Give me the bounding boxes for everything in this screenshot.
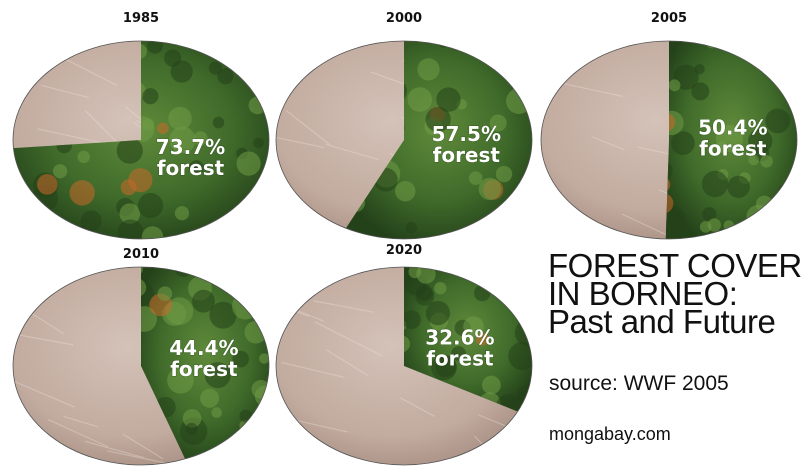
pie-2010: 2010 44.4%forest (12, 247, 270, 466)
pie-2020: 2020 32.6%forest (275, 243, 533, 466)
pct-label-1985: 73.7% (156, 135, 225, 159)
site-credit: mongabay.com (549, 424, 671, 444)
year-label-2020: 2020 (386, 243, 422, 258)
forest-word-2020: forest (426, 347, 494, 371)
pct-label-2010: 44.4% (169, 336, 238, 360)
pie-2000: 2000 57.5%forest (275, 11, 533, 240)
title-line-1: FOREST COVER (548, 247, 802, 284)
forest-word-2005: forest (699, 136, 767, 160)
year-label-1985: 1985 (123, 11, 159, 26)
forest-word-2000: forest (433, 143, 501, 167)
pie-1985: 1985 73.7%forest (12, 11, 270, 240)
pie-2005: 2005 50.4%forest (540, 11, 798, 240)
forest-word-2010: forest (170, 357, 238, 381)
year-label-2000: 2000 (386, 11, 422, 26)
pct-label-2005: 50.4% (698, 115, 767, 139)
title-line-3: Past and Future (548, 303, 776, 340)
forest-word-1985: forest (157, 156, 225, 180)
year-label-2010: 2010 (123, 247, 159, 262)
source-note: source: WWF 2005 (549, 372, 729, 395)
pct-label-2000: 57.5% (432, 122, 501, 146)
chart-title: FOREST COVER IN BORNEO: Past and Future (548, 247, 802, 340)
pct-label-2020: 32.6% (425, 326, 494, 350)
year-label-2005: 2005 (651, 11, 687, 26)
title-line-2: IN BORNEO: (548, 275, 738, 312)
